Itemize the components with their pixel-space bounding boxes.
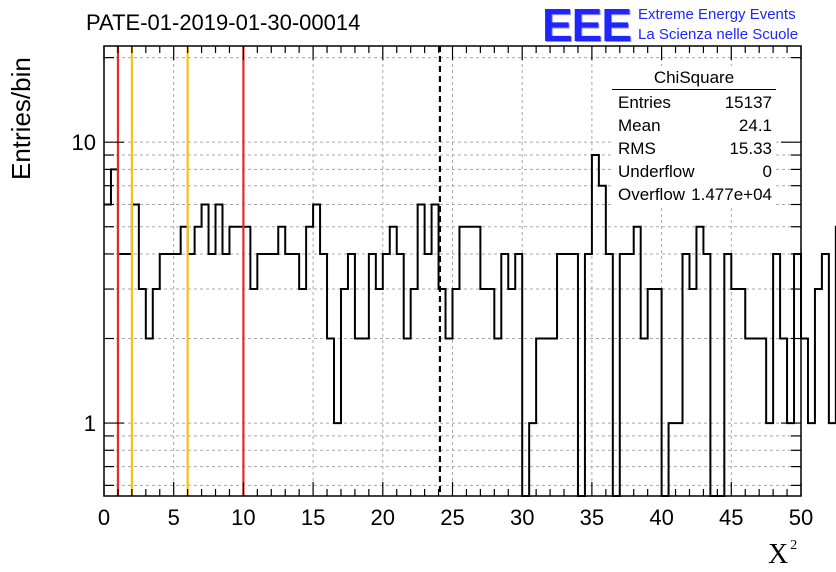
y-tick-label: 1	[84, 411, 96, 436]
stats-key: RMS	[618, 139, 656, 158]
logo-line-1: Extreme Energy Events	[638, 6, 796, 23]
stats-key: Underflow	[618, 162, 695, 181]
x-tick-label: 45	[719, 505, 743, 530]
stats-box: ChiSquare Entries 15137 Mean 24.1 RMS 15…	[612, 66, 776, 206]
stats-key: Mean	[618, 116, 661, 135]
stats-row-entries: Entries 15137	[618, 93, 772, 115]
chart-title: PATE-01-2019-01-30-00014	[86, 10, 361, 35]
axis-tick-labels: 0 5 10 15 20 25 30 35 40 45 50 1 10	[72, 130, 814, 530]
stats-key: Entries	[618, 93, 671, 112]
eee-logo-mark: EEE	[542, 0, 632, 51]
stats-value: 1.477e+04	[691, 185, 772, 204]
x-axis-label-superscript: 2	[790, 538, 798, 553]
x-tick-label: 15	[301, 505, 325, 530]
y-axis-label: Entries/bin	[6, 57, 36, 180]
histogram-step	[104, 154, 836, 497]
axis-ticks	[103, 46, 802, 496]
x-tick-label: 25	[440, 505, 464, 530]
x-axis-label-base: X	[768, 539, 789, 570]
stats-key: Overflow	[618, 185, 686, 204]
histogram	[104, 154, 836, 497]
stats-title: ChiSquare	[612, 68, 776, 90]
stats-value: 0	[762, 162, 772, 181]
stats-row-mean: Mean 24.1	[618, 116, 772, 138]
reference-lines	[116, 46, 442, 496]
x-tick-label: 50	[789, 505, 813, 530]
x-tick-label: 20	[371, 505, 395, 530]
x-tick-label: 40	[649, 505, 673, 530]
stats-value: 15137	[724, 93, 772, 112]
stats-row-overflow: Overflow 1.477e+04	[618, 185, 772, 207]
x-tick-label: 35	[580, 505, 604, 530]
x-tick-label: 30	[510, 505, 534, 530]
y-tick-label: 10	[72, 130, 96, 155]
x-tick-label: 5	[168, 505, 180, 530]
stats-value: 24.1	[738, 116, 772, 135]
stats-row-rms: RMS 15.33	[618, 139, 772, 161]
stats-value: 15.33	[729, 139, 772, 158]
x-tick-label: 10	[231, 505, 255, 530]
logo-line-2: La Scienza nelle Scuole	[638, 26, 799, 43]
stats-row-underflow: Underflow 0	[618, 162, 772, 184]
x-tick-label: 0	[98, 505, 110, 530]
eee-logo: EEE Extreme Energy Events La Scienza nel…	[542, 0, 832, 51]
